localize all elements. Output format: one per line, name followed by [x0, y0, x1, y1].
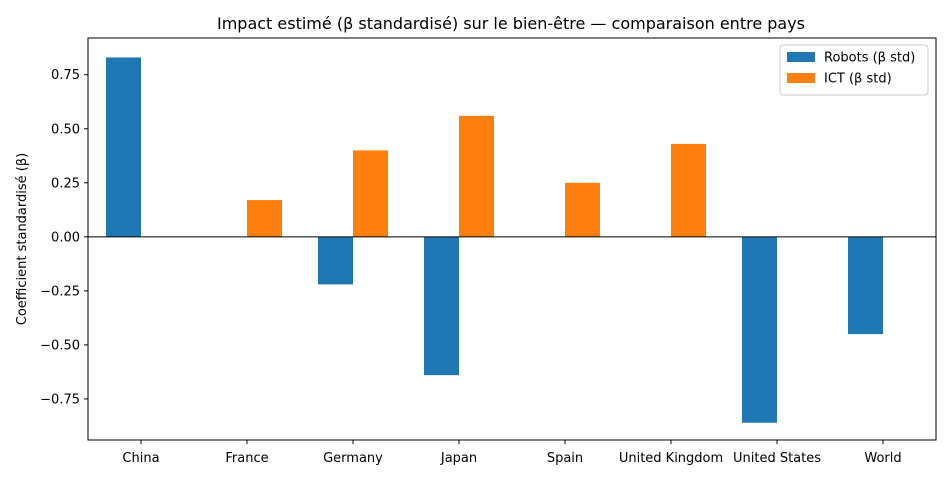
bar-robots-world	[848, 236, 883, 335]
x-tick-label: France	[225, 451, 268, 466]
bar-robots-germany	[318, 236, 353, 285]
y-tick-label: 0.75	[51, 68, 80, 83]
plot-frame	[87, 37, 937, 441]
bar-ict-spain	[565, 182, 600, 237]
legend-swatch	[787, 73, 815, 83]
y-tick-label: 0.50	[51, 122, 80, 137]
bar-robots-japan	[424, 236, 459, 376]
legend-label: ICT (β std)	[824, 72, 892, 87]
bar-ict-germany	[353, 150, 388, 237]
y-tick-label: −0.25	[40, 284, 80, 299]
legend-label: Robots (β std)	[824, 51, 915, 66]
plot-area	[87, 37, 937, 441]
legend-swatch	[787, 52, 815, 62]
x-tick-label: Spain	[547, 451, 583, 466]
x-tick-label: United Kingdom	[619, 451, 723, 466]
y-axis: −0.75 −0.50 −0.25 0.00 0.25 0.50 0.75	[40, 68, 88, 407]
legend: Robots (β std) ICT (β std)	[779, 44, 929, 96]
bar-robots-china	[106, 57, 141, 237]
y-tick-label: 0.25	[51, 176, 80, 191]
legend-box	[779, 44, 929, 96]
x-tick-label: Japan	[440, 451, 477, 466]
x-tick-label: United States	[733, 451, 821, 466]
bar-robots-united-states	[742, 236, 777, 423]
bar-ict-united-kingdom	[671, 143, 706, 237]
x-tick-label: Germany	[323, 451, 383, 466]
chart-title: Impact estimé (β standardisé) sur le bie…	[217, 14, 805, 33]
x-tick-label: World	[864, 451, 901, 466]
y-tick-label: −0.50	[40, 338, 80, 353]
x-axis: China France Germany Japan Spain United Kingd…	[122, 440, 902, 466]
bar-ict-france	[247, 200, 282, 237]
bar-ict-japan	[459, 115, 494, 237]
x-tick-label: China	[122, 451, 159, 466]
y-tick-label: −0.75	[40, 392, 80, 407]
y-axis-label: Coefficient standardisé (β)	[15, 153, 30, 325]
y-tick-label: 0.00	[51, 230, 80, 245]
